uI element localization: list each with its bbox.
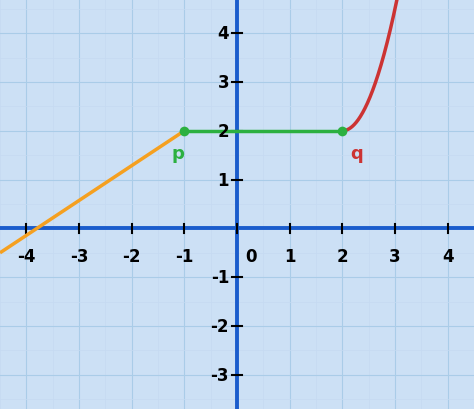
Text: -2: -2 — [210, 317, 229, 335]
Text: 1: 1 — [218, 171, 229, 189]
Text: 2: 2 — [218, 122, 229, 140]
Text: 3: 3 — [218, 74, 229, 92]
Text: -3: -3 — [210, 366, 229, 384]
Text: -3: -3 — [70, 247, 88, 265]
Text: 4: 4 — [218, 25, 229, 43]
Text: -2: -2 — [122, 247, 141, 265]
Text: -1: -1 — [175, 247, 193, 265]
Text: q: q — [351, 145, 364, 163]
Text: 4: 4 — [442, 247, 454, 265]
Text: -1: -1 — [211, 269, 229, 287]
Text: 3: 3 — [389, 247, 401, 265]
Text: -4: -4 — [17, 247, 36, 265]
Text: 2: 2 — [337, 247, 348, 265]
Text: 1: 1 — [284, 247, 295, 265]
Text: 0: 0 — [245, 247, 256, 265]
Text: p: p — [172, 145, 184, 163]
